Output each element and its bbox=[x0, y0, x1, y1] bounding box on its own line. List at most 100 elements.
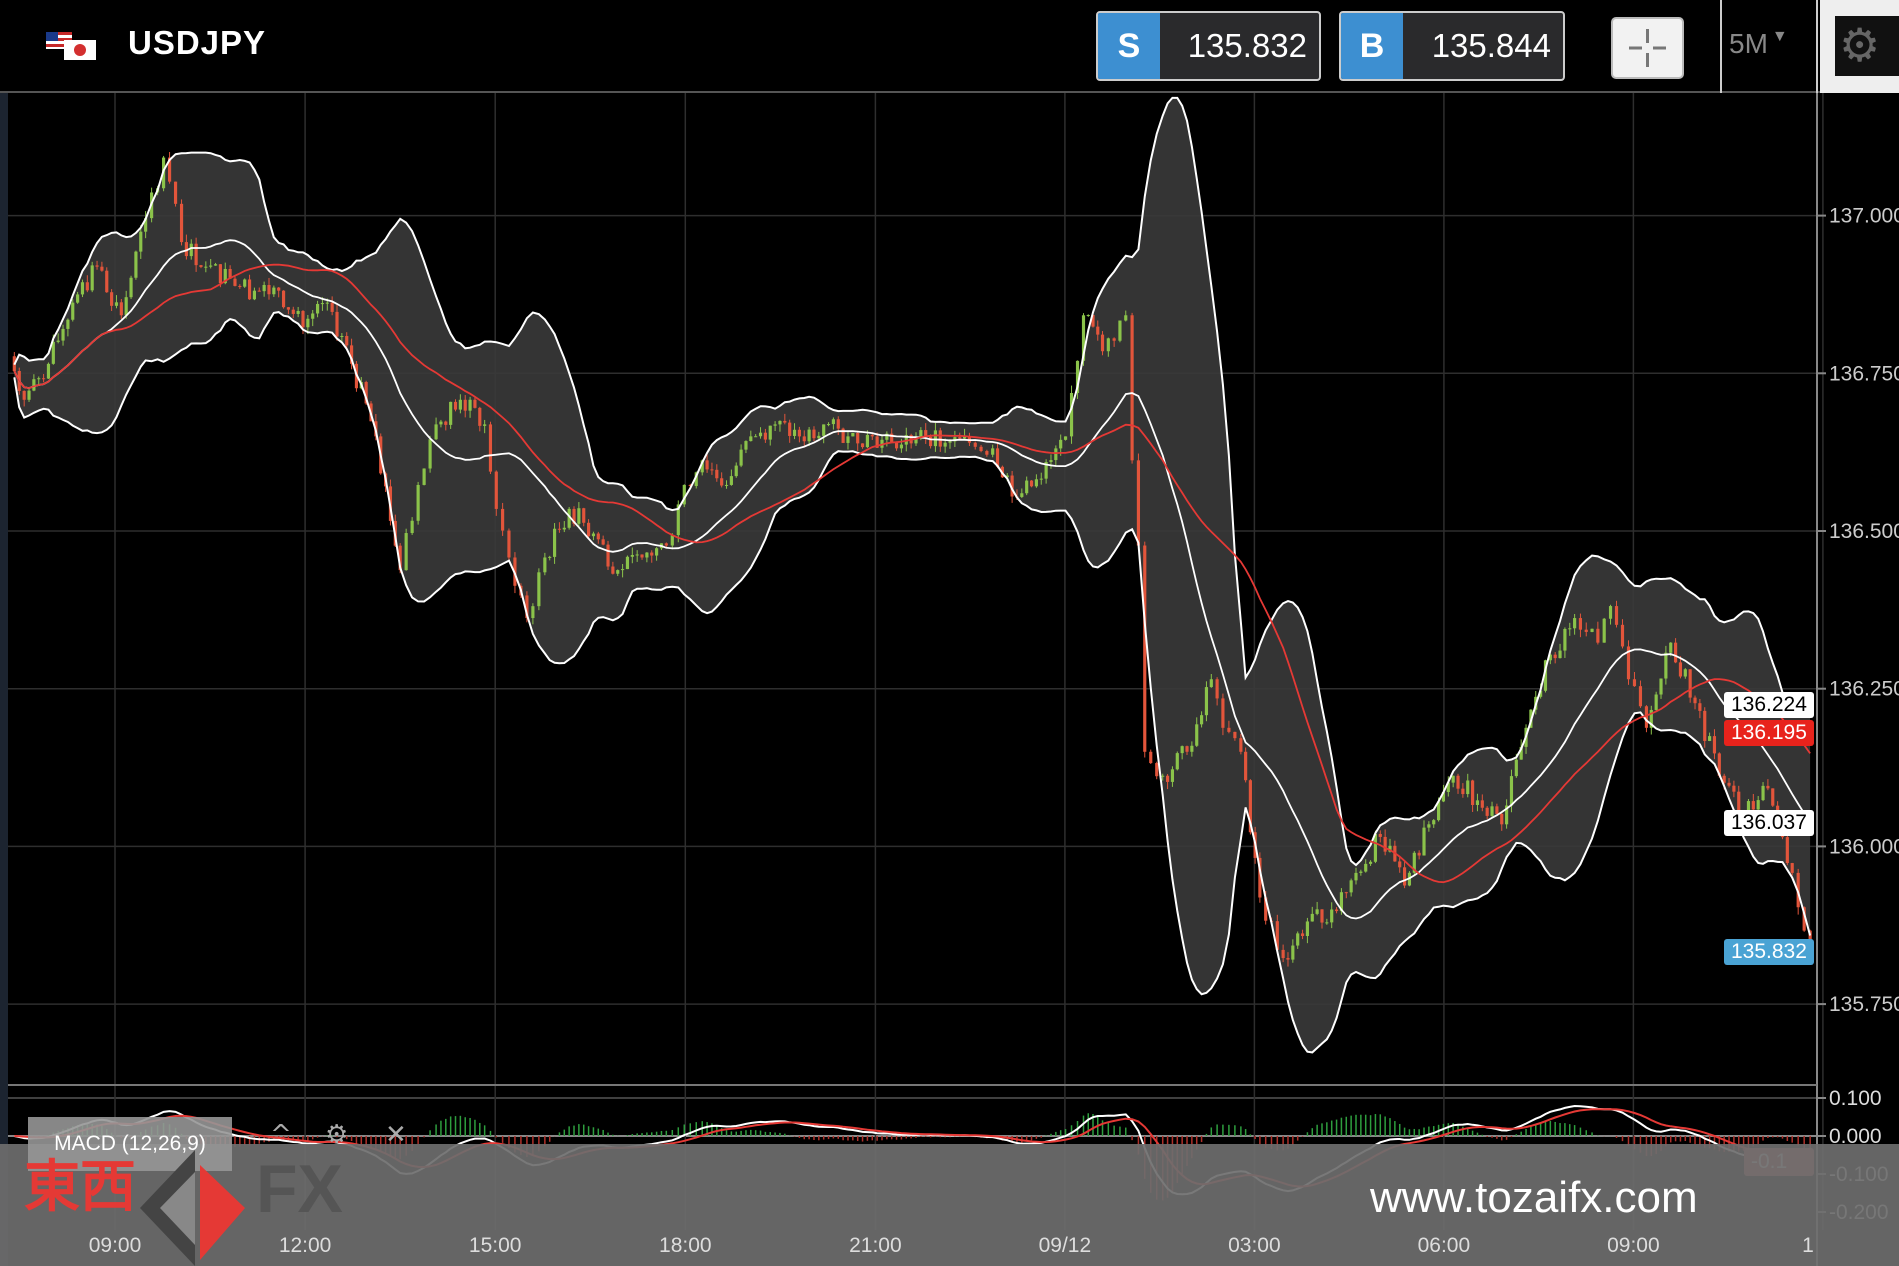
candle bbox=[478, 407, 482, 426]
divider bbox=[1720, 0, 1722, 93]
candle bbox=[577, 508, 581, 524]
gear-icon: ⚙ bbox=[1839, 18, 1881, 72]
candle bbox=[1010, 475, 1014, 497]
candle bbox=[315, 303, 320, 314]
candle bbox=[1614, 606, 1619, 625]
candle bbox=[1471, 780, 1475, 805]
settings-button[interactable]: ⚙ bbox=[1820, 0, 1899, 93]
collapse-icon[interactable]: ^ bbox=[270, 1120, 292, 1150]
close-icon[interactable]: ✕ bbox=[385, 1120, 407, 1150]
candle bbox=[42, 378, 46, 380]
candle bbox=[778, 420, 782, 425]
candle bbox=[822, 424, 826, 436]
candle bbox=[749, 436, 753, 442]
candle bbox=[439, 421, 443, 425]
candle bbox=[463, 399, 467, 411]
candle bbox=[105, 270, 109, 293]
candle bbox=[1638, 686, 1643, 707]
candle bbox=[335, 311, 339, 337]
crosshair-icon bbox=[1629, 29, 1666, 67]
candle bbox=[311, 313, 315, 319]
timeframe-value: 5M bbox=[1729, 28, 1768, 59]
candle bbox=[664, 543, 668, 546]
x-tick-label: 09:00 bbox=[88, 1234, 142, 1257]
candle bbox=[1086, 315, 1090, 317]
candle bbox=[1190, 745, 1194, 752]
candle bbox=[1215, 679, 1219, 699]
candle bbox=[715, 469, 719, 479]
candle bbox=[596, 533, 600, 540]
candle bbox=[875, 436, 879, 448]
gear-icon[interactable]: ⚙ bbox=[325, 1120, 349, 1150]
candle bbox=[1373, 833, 1378, 862]
bollinger-band-fill bbox=[14, 97, 1811, 1053]
candle bbox=[422, 468, 426, 485]
candle bbox=[1300, 933, 1305, 937]
candle bbox=[1727, 782, 1731, 786]
candle bbox=[1584, 629, 1588, 632]
candle bbox=[630, 554, 634, 557]
candle bbox=[1100, 334, 1105, 352]
candle bbox=[1790, 863, 1794, 873]
candle bbox=[1344, 892, 1348, 894]
candle bbox=[865, 434, 869, 448]
candle bbox=[792, 429, 797, 436]
candle bbox=[507, 530, 511, 558]
candle bbox=[340, 336, 344, 338]
top-bar: USDJPY S 135.832 B 135.844 5M ▼ ⚙ bbox=[0, 0, 1899, 93]
candle bbox=[1500, 813, 1504, 825]
crosshair-button[interactable] bbox=[1611, 17, 1684, 79]
sell-button[interactable]: S 135.832 bbox=[1096, 11, 1321, 81]
x-tick-label: 21:00 bbox=[849, 1234, 902, 1257]
candle bbox=[650, 552, 654, 556]
candle bbox=[606, 544, 610, 567]
candle bbox=[398, 545, 402, 571]
candle bbox=[856, 432, 860, 444]
candle bbox=[1761, 785, 1765, 801]
macd-indicator-label[interactable]: MACD (12,26,9) bbox=[28, 1117, 232, 1171]
candle bbox=[134, 251, 138, 278]
candle bbox=[1688, 669, 1692, 698]
candle bbox=[494, 471, 498, 509]
sell-label: S bbox=[1098, 13, 1160, 79]
candle bbox=[194, 243, 198, 266]
candle bbox=[788, 422, 792, 436]
candle bbox=[1573, 618, 1577, 629]
timeframe-select[interactable]: 5M ▼ bbox=[1729, 28, 1788, 60]
candle bbox=[531, 606, 535, 619]
candle bbox=[1608, 606, 1613, 619]
price-tag-middle-band: 136.037 bbox=[1724, 810, 1814, 837]
y-tick-label: 137.000 bbox=[1829, 205, 1899, 228]
candle bbox=[1708, 736, 1712, 741]
candle bbox=[1315, 909, 1319, 914]
candle bbox=[1161, 775, 1165, 777]
candle bbox=[1578, 618, 1583, 630]
candle bbox=[694, 472, 698, 486]
candle bbox=[1461, 788, 1465, 795]
candle bbox=[1170, 769, 1175, 782]
candle bbox=[228, 268, 232, 279]
candle bbox=[179, 203, 184, 243]
candle bbox=[1143, 545, 1147, 752]
y-axis: 137.000 136.750 136.500 136.250 136.000 135.7… bbox=[1817, 205, 1899, 1224]
candle bbox=[416, 484, 420, 521]
x-tick-label: 1 bbox=[1802, 1234, 1814, 1257]
candle bbox=[291, 309, 295, 314]
candle bbox=[1275, 921, 1279, 950]
candle bbox=[700, 460, 704, 473]
candle bbox=[1227, 727, 1231, 732]
buy-button[interactable]: B 135.844 bbox=[1339, 11, 1565, 81]
candle bbox=[1451, 775, 1455, 783]
candle bbox=[1029, 480, 1034, 487]
candle bbox=[32, 379, 36, 391]
candle bbox=[1664, 652, 1668, 679]
candle bbox=[1096, 326, 1100, 335]
candle bbox=[238, 285, 242, 287]
watermark-overlay bbox=[0, 1144, 1899, 1266]
candle bbox=[1644, 706, 1649, 728]
candle bbox=[676, 504, 680, 536]
sell-price: 135.832 bbox=[1187, 27, 1307, 64]
candle bbox=[1039, 478, 1043, 480]
candle bbox=[1049, 460, 1053, 462]
